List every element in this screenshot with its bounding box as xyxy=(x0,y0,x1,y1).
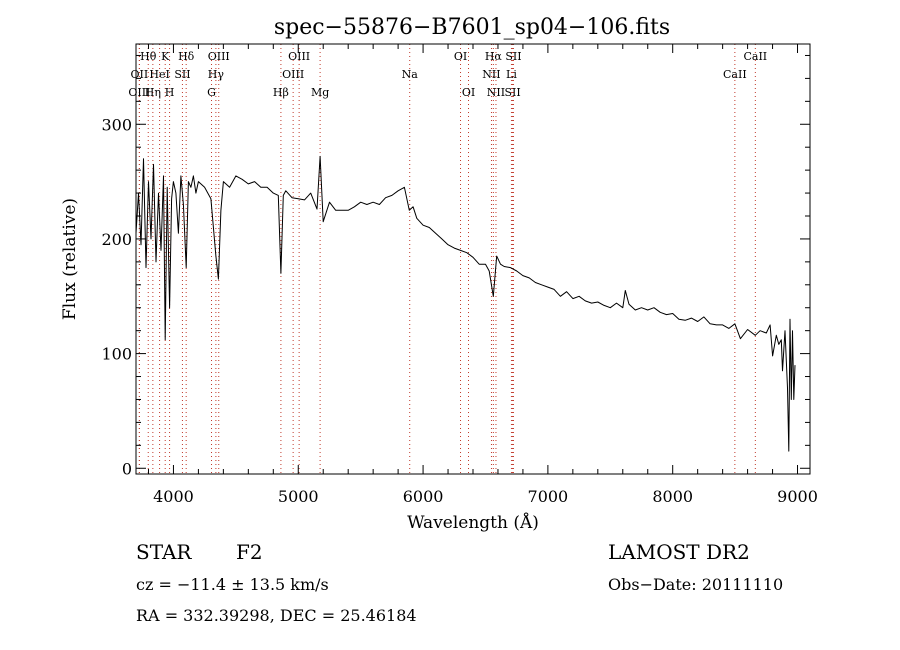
x-axis-label: Wavelength (Å) xyxy=(407,512,539,533)
x-tick-label: 7000 xyxy=(528,487,569,506)
line-label: OIII xyxy=(128,86,150,99)
line-labels: Hθ OII OIII K HeI Hη SII H Hδ OIII Hγ G OIII OIII Hβ Mg… xyxy=(128,50,767,99)
line-label: G xyxy=(207,86,216,99)
subclass: F2 xyxy=(236,540,263,564)
x-tick-label: 5000 xyxy=(278,487,319,506)
survey-name: LAMOST DR2 xyxy=(608,540,750,564)
series-layer xyxy=(135,155,796,452)
x-tick-label: 6000 xyxy=(403,487,444,506)
line-label: Li xyxy=(506,68,517,81)
x-tick-label: 4000 xyxy=(153,487,194,506)
y-tick-label: 100 xyxy=(101,345,132,364)
x-tick-label: 9000 xyxy=(777,487,818,506)
line-label: OIII xyxy=(288,50,310,63)
y-tick-label: 200 xyxy=(101,230,132,249)
axis-ticks: 4000 5000 6000 7000 8000 9000 0 100 200 300 xyxy=(101,44,818,506)
object-type: STAR xyxy=(136,540,192,564)
y-axis-label: Flux (relative) xyxy=(60,198,80,320)
line-label: Hθ xyxy=(140,50,157,63)
plot-frame xyxy=(135,43,811,475)
spectrum-series-0 xyxy=(135,155,796,452)
line-label: Hα xyxy=(485,50,503,63)
line-label: Hδ xyxy=(178,50,195,63)
line-label: OI xyxy=(462,86,475,99)
line-label: Hη xyxy=(145,86,161,99)
line-label: NII xyxy=(487,86,505,99)
line-label: CaII xyxy=(743,50,767,63)
line-markers xyxy=(138,44,756,474)
line-label: OI xyxy=(454,50,467,63)
line-label: H xyxy=(165,86,175,99)
coordinates: RA = 332.39298, DEC = 25.46184 xyxy=(136,606,417,625)
line-label: Mg xyxy=(311,86,329,99)
line-label: Hγ xyxy=(208,68,225,81)
line-label: NII xyxy=(482,68,500,81)
line-label: CaII xyxy=(723,68,747,81)
line-label: OIII xyxy=(282,68,304,81)
line-label: Na xyxy=(402,68,419,81)
y-tick-label: 300 xyxy=(101,115,132,134)
x-tick-label: 8000 xyxy=(652,487,693,506)
line-label: OII xyxy=(131,68,149,81)
line-label: SII xyxy=(174,68,190,81)
line-label: Hβ xyxy=(273,86,289,99)
line-label: K xyxy=(161,50,170,63)
line-label: OIII xyxy=(208,50,230,63)
obs-date: Obs−Date: 20111110 xyxy=(608,575,783,594)
line-label: SII xyxy=(504,86,520,99)
line-label: HeI xyxy=(149,68,169,81)
line-label: SII xyxy=(505,50,521,63)
y-tick-label: 0 xyxy=(122,459,132,478)
velocity-text: cz = −11.4 ± 13.5 km/s xyxy=(136,575,329,594)
chart-title: spec−55876−B7601_sp04−106.fits xyxy=(274,15,670,40)
